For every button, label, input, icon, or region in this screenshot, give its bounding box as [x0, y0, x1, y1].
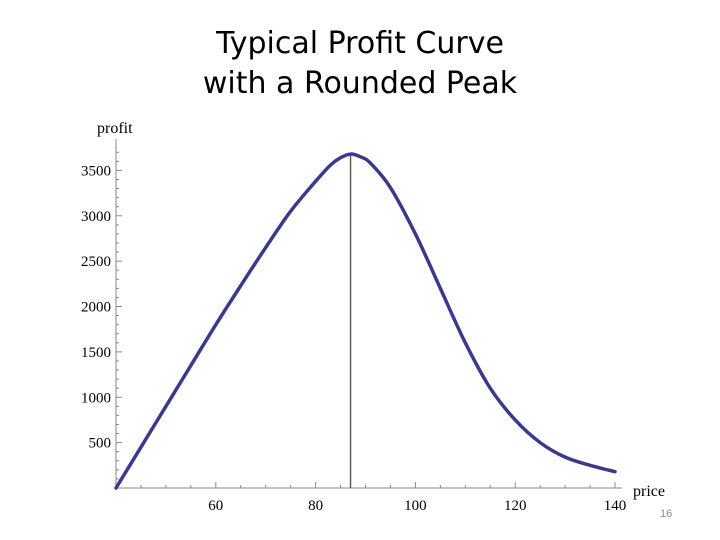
y-tick-label: 2500: [81, 254, 111, 270]
x-tick-label: 60: [208, 498, 223, 514]
y-tick-label: 1500: [81, 345, 111, 361]
y-tick-label: 2000: [81, 300, 111, 316]
x-axis-label: price: [633, 483, 665, 500]
x-tick-label: 140: [604, 498, 627, 514]
slide-title-line-1: Typical Profit Curve: [216, 26, 504, 61]
x-tick-label: 80: [308, 498, 323, 514]
profit-curve: [114, 152, 617, 490]
page-number: 16: [660, 508, 673, 520]
chart-tick-labels: 60 80 100 120 140 500 1000 1500 2000 2500 3000 3500: [81, 163, 626, 514]
y-tick-label: 500: [89, 436, 112, 452]
y-tick-label: 1000: [81, 390, 111, 406]
slide-title: Typical Profit Curve with a Rounded Peak: [0, 24, 720, 104]
slide-title-line-2: with a Rounded Peak: [202, 66, 518, 101]
chart-marks: [114, 152, 617, 490]
x-tick-label: 100: [404, 498, 427, 514]
y-tick-label: 3500: [81, 163, 111, 179]
y-axis-label: profit: [97, 120, 133, 137]
x-tick-label: 120: [504, 498, 527, 514]
chart-ticks: [116, 151, 616, 488]
y-tick-label: 3000: [81, 209, 111, 225]
chart-axes: [115, 139, 622, 489]
